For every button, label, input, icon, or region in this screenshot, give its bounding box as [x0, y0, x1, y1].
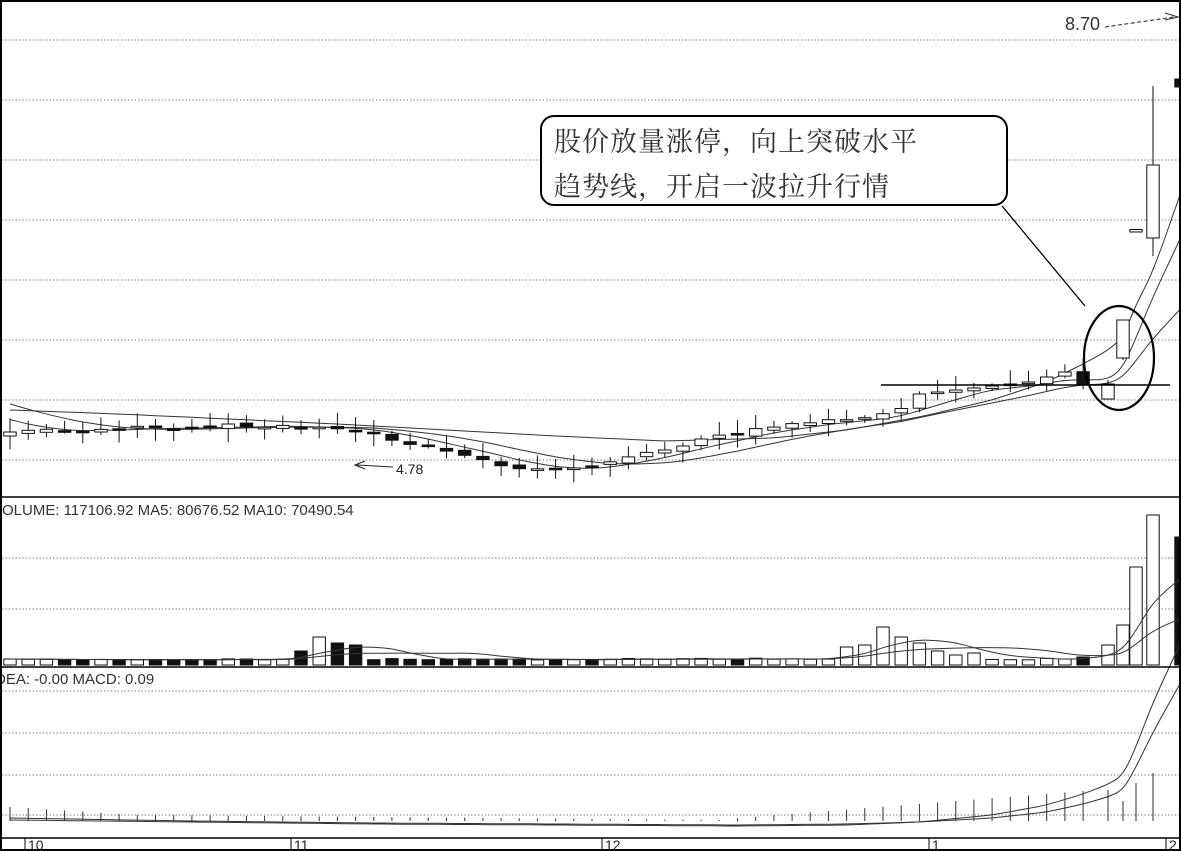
svg-text:4.78: 4.78	[396, 461, 423, 477]
svg-text:2: 2	[1169, 837, 1177, 851]
svg-text:12: 12	[605, 837, 621, 851]
svg-text:10: 10	[28, 837, 44, 851]
svg-text:1: 1	[932, 837, 940, 851]
svg-text:8.70: 8.70	[1065, 14, 1100, 34]
svg-text:11: 11	[294, 837, 309, 851]
